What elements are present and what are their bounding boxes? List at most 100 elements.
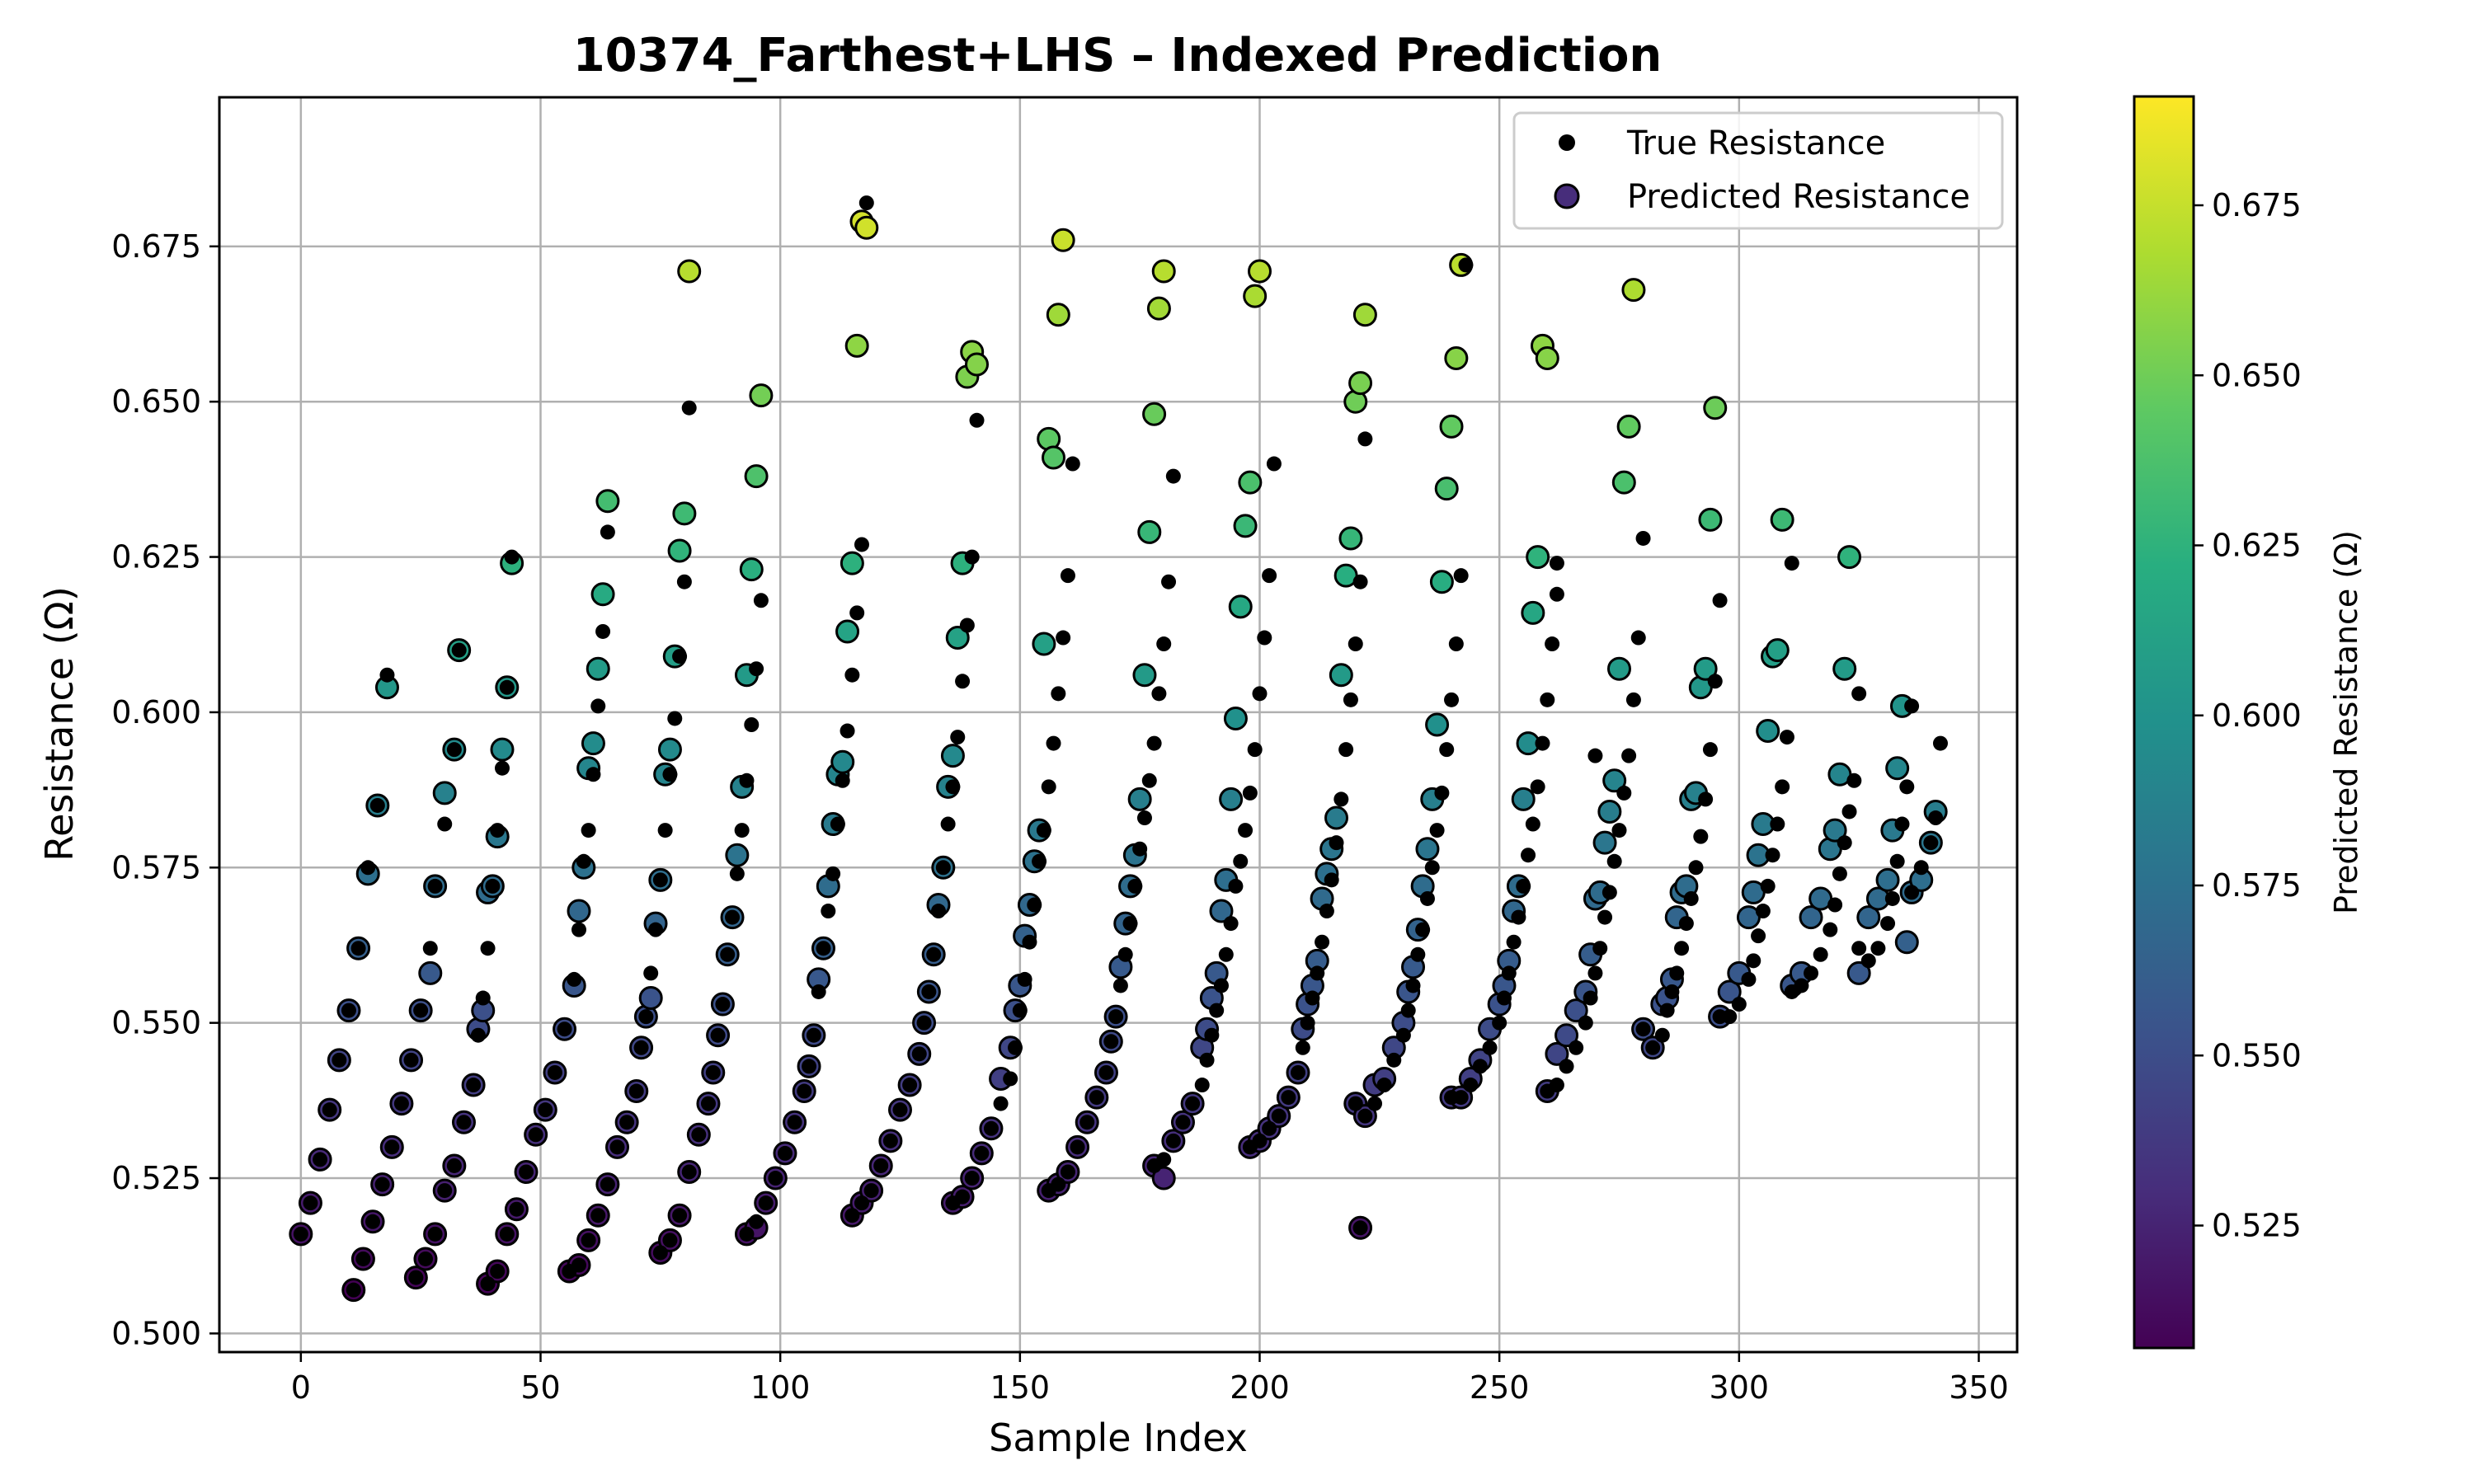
colorbar-tick-label: 0.550 xyxy=(2212,1037,2302,1073)
predicted-point xyxy=(1127,787,1152,811)
true-point xyxy=(835,773,850,788)
true-point xyxy=(676,574,692,589)
true-point xyxy=(350,941,366,956)
colorbar-label: Predicted Resistance (Ω) xyxy=(2328,530,2364,914)
colorbar-tick-label: 0.575 xyxy=(2212,867,2302,904)
true-point xyxy=(1448,636,1464,652)
predicted-point xyxy=(595,489,620,514)
predicted-point xyxy=(1324,805,1349,830)
predicted-point xyxy=(725,843,750,867)
true-point xyxy=(1851,941,1867,956)
true-point xyxy=(1295,1040,1310,1055)
true-point xyxy=(403,1052,419,1068)
true-point xyxy=(1136,810,1152,826)
true-point xyxy=(576,853,591,869)
true-point xyxy=(413,1003,429,1018)
true-point xyxy=(1213,978,1229,993)
true-point xyxy=(1765,848,1780,863)
true-point xyxy=(681,1164,697,1180)
predicted-point xyxy=(1338,526,1363,551)
true-point xyxy=(1645,1040,1661,1055)
predicted-point xyxy=(1223,706,1248,730)
true-point xyxy=(1089,1090,1104,1106)
true-point xyxy=(882,1133,898,1148)
y-tick-label: 0.600 xyxy=(111,694,201,730)
true-point xyxy=(816,941,831,956)
true-point xyxy=(1923,835,1939,851)
colorbar-ticks: 0.525 0.550 0.575 0.600 0.625 0.650 0.675 xyxy=(2194,187,2302,1244)
true-point xyxy=(422,941,438,956)
true-point xyxy=(739,773,755,788)
true-point xyxy=(341,1003,356,1018)
x-tick-label: 300 xyxy=(1710,1369,1770,1406)
true-point xyxy=(1635,530,1651,546)
predicted-point xyxy=(1348,371,1373,396)
true-point xyxy=(854,1195,869,1211)
true-point xyxy=(1376,1078,1392,1093)
predicted-point xyxy=(432,781,457,805)
true-point xyxy=(480,941,496,956)
true-point xyxy=(1429,823,1445,838)
true-point xyxy=(1262,1120,1277,1136)
true-point xyxy=(1410,946,1426,962)
true-point xyxy=(974,1145,990,1161)
true-point xyxy=(935,860,951,876)
y-tick-label: 0.525 xyxy=(111,1160,201,1196)
predicted-point xyxy=(1046,303,1070,327)
true-point xyxy=(892,1102,908,1118)
y-axis-ticks: 0.500 0.525 0.550 0.575 0.600 0.625 0.650 0.675 xyxy=(111,228,219,1351)
legend-pred-marker xyxy=(1554,183,1580,209)
predicted-point xyxy=(830,749,855,774)
true-point xyxy=(1472,1059,1488,1074)
true-point xyxy=(638,1009,654,1025)
x-tick-label: 100 xyxy=(750,1369,811,1406)
predicted-point xyxy=(1434,477,1459,501)
predicted-point xyxy=(739,557,764,582)
true-point xyxy=(1707,674,1723,689)
true-point xyxy=(1540,692,1555,707)
true-point xyxy=(1832,866,1847,881)
predicted-point xyxy=(1425,712,1450,737)
predicted-point xyxy=(1856,905,1881,930)
true-point xyxy=(1291,1064,1305,1080)
true-point xyxy=(1333,791,1349,807)
true-point xyxy=(902,1078,918,1093)
true-point xyxy=(1108,1009,1124,1025)
true-point xyxy=(1894,816,1910,832)
true-point xyxy=(739,1226,755,1242)
true-point xyxy=(1204,1027,1220,1043)
y-tick-label: 0.575 xyxy=(111,849,201,885)
true-point xyxy=(1712,593,1728,608)
colorbar-tick-label: 0.625 xyxy=(2212,528,2302,564)
true-point xyxy=(1419,890,1435,906)
x-tick-label: 200 xyxy=(1230,1369,1290,1406)
true-point xyxy=(1161,574,1177,589)
true-point xyxy=(446,1158,462,1173)
true-point xyxy=(1400,1003,1416,1018)
true-point xyxy=(1569,1040,1584,1055)
predicted-point xyxy=(840,551,864,575)
predicted-point xyxy=(1765,638,1790,663)
predicted-point xyxy=(1247,259,1272,284)
true-point xyxy=(964,549,980,565)
predicted-point xyxy=(1554,1023,1579,1048)
predicted-point xyxy=(835,619,860,644)
predicted-point xyxy=(744,464,769,489)
x-tick-label: 250 xyxy=(1470,1369,1530,1406)
true-point xyxy=(1165,1133,1181,1148)
true-point xyxy=(1549,556,1564,571)
true-point xyxy=(1319,904,1334,919)
true-point xyxy=(346,1282,361,1298)
true-point xyxy=(1003,1071,1018,1087)
predicted-point xyxy=(1142,402,1167,426)
true-point xyxy=(1329,835,1344,851)
true-point xyxy=(490,823,506,838)
true-point xyxy=(1185,1096,1201,1111)
predicted-point xyxy=(1564,998,1588,1023)
true-point xyxy=(1482,1040,1498,1055)
predicted-point xyxy=(657,737,682,762)
true-point xyxy=(1266,456,1282,472)
true-point xyxy=(1678,916,1694,932)
true-point xyxy=(1837,835,1852,851)
true-point xyxy=(1545,636,1560,652)
